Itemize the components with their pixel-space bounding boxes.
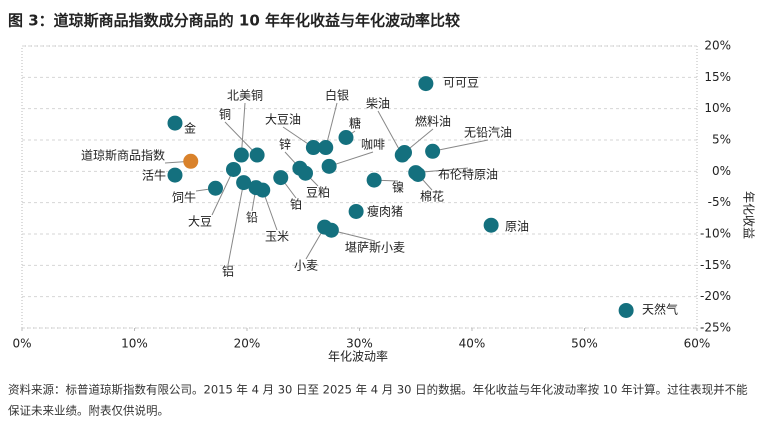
point-label: 铜 [219,107,231,122]
x-tick-label: 10% [121,337,148,351]
point-label: 饲牛 [172,190,196,205]
point [425,143,441,159]
chart-title: 图 3：道琼斯商品指数成分商品的 10 年年化收益与年化波动率比较 [8,12,460,30]
y-tick-label: 10% [704,101,731,115]
point-label: 北美铜 [227,88,263,103]
x-tick-label: 60% [684,337,711,351]
leader-line [240,102,246,156]
point [397,145,412,161]
point [249,147,265,163]
point-label: 瘦肉猪 [367,204,403,219]
y-tick-label: 5% [712,133,731,147]
y-tick-label: -25% [700,321,731,335]
point-label: 大豆 [188,215,212,229]
y-tick-label: -10% [700,227,731,241]
point-label: 天然气 [642,302,678,317]
point-label: 柴油 [366,97,390,111]
point-label: 道琼斯商品指数 [81,148,165,163]
leader-line [224,121,258,156]
point [167,115,183,131]
y-axis-title: 年化收益 [742,191,756,239]
point-label: 铂 [290,197,302,212]
point [410,166,426,182]
point-label: 大豆油 [265,113,301,127]
point [273,170,289,186]
point-label: 玉米 [265,230,289,244]
leader-line [432,139,489,152]
point-label: 咖啡 [361,137,385,152]
point [348,203,364,219]
point [298,165,313,181]
point-label: 小麦 [294,259,318,273]
leader-line [325,102,338,148]
point-label: 镍 [392,181,404,195]
point [618,302,634,318]
point [483,217,499,233]
leader-line [211,169,234,216]
point [236,175,252,191]
point [255,182,271,198]
x-axis-title: 年化波动率 [328,349,388,364]
point [226,161,241,177]
point-label: 糖 [349,116,361,131]
point-label: 活牛 [142,168,166,183]
point-label: 棉花 [420,189,444,204]
x-tick-label: 0% [12,337,31,351]
point-label: 铅 [246,211,258,225]
point-label: 白银 [325,88,349,103]
point-label: 金 [184,121,196,136]
point [305,140,321,156]
point [167,167,183,183]
x-tick-label: 50% [571,337,598,351]
y-tick-label: -5% [708,195,731,209]
point [183,153,199,169]
leader-line [227,182,245,266]
point [233,147,249,163]
point [318,140,334,156]
point [321,158,337,174]
footnote: 保证未来业绩。附表仅供说明。 [8,404,169,418]
y-tick-label: 15% [704,70,731,84]
point-label: 豆粕 [306,185,330,200]
point-label: 无铅汽油 [464,125,512,140]
point [366,172,382,188]
footnote: 资料来源：标普道琼斯指数有限公司。2015 年 4 月 30 日至 2025 年… [8,383,748,397]
leader-line [328,151,374,167]
plot-frame [21,45,698,329]
y-tick-label: 0% [712,164,731,178]
x-tick-label: 30% [346,337,373,351]
point-label: 锌 [279,138,291,152]
point-label: 可可豆 [443,76,479,90]
x-tick-label: 40% [459,337,486,351]
y-tick-label: -15% [700,258,731,272]
point [208,180,223,196]
point-label: 燃料油 [415,114,451,129]
leader-line [377,110,403,156]
x-tick-label: 20% [234,337,261,351]
y-tick-label: 20% [704,39,731,53]
point [418,76,434,92]
y-tick-label: -20% [700,289,731,303]
point-label: 原油 [505,220,529,234]
point-label: 布伦特原油 [438,167,498,182]
point-label: 堪萨斯小麦 [345,241,405,255]
point [323,222,339,238]
point [338,129,354,145]
point-label: 铝 [222,264,234,279]
